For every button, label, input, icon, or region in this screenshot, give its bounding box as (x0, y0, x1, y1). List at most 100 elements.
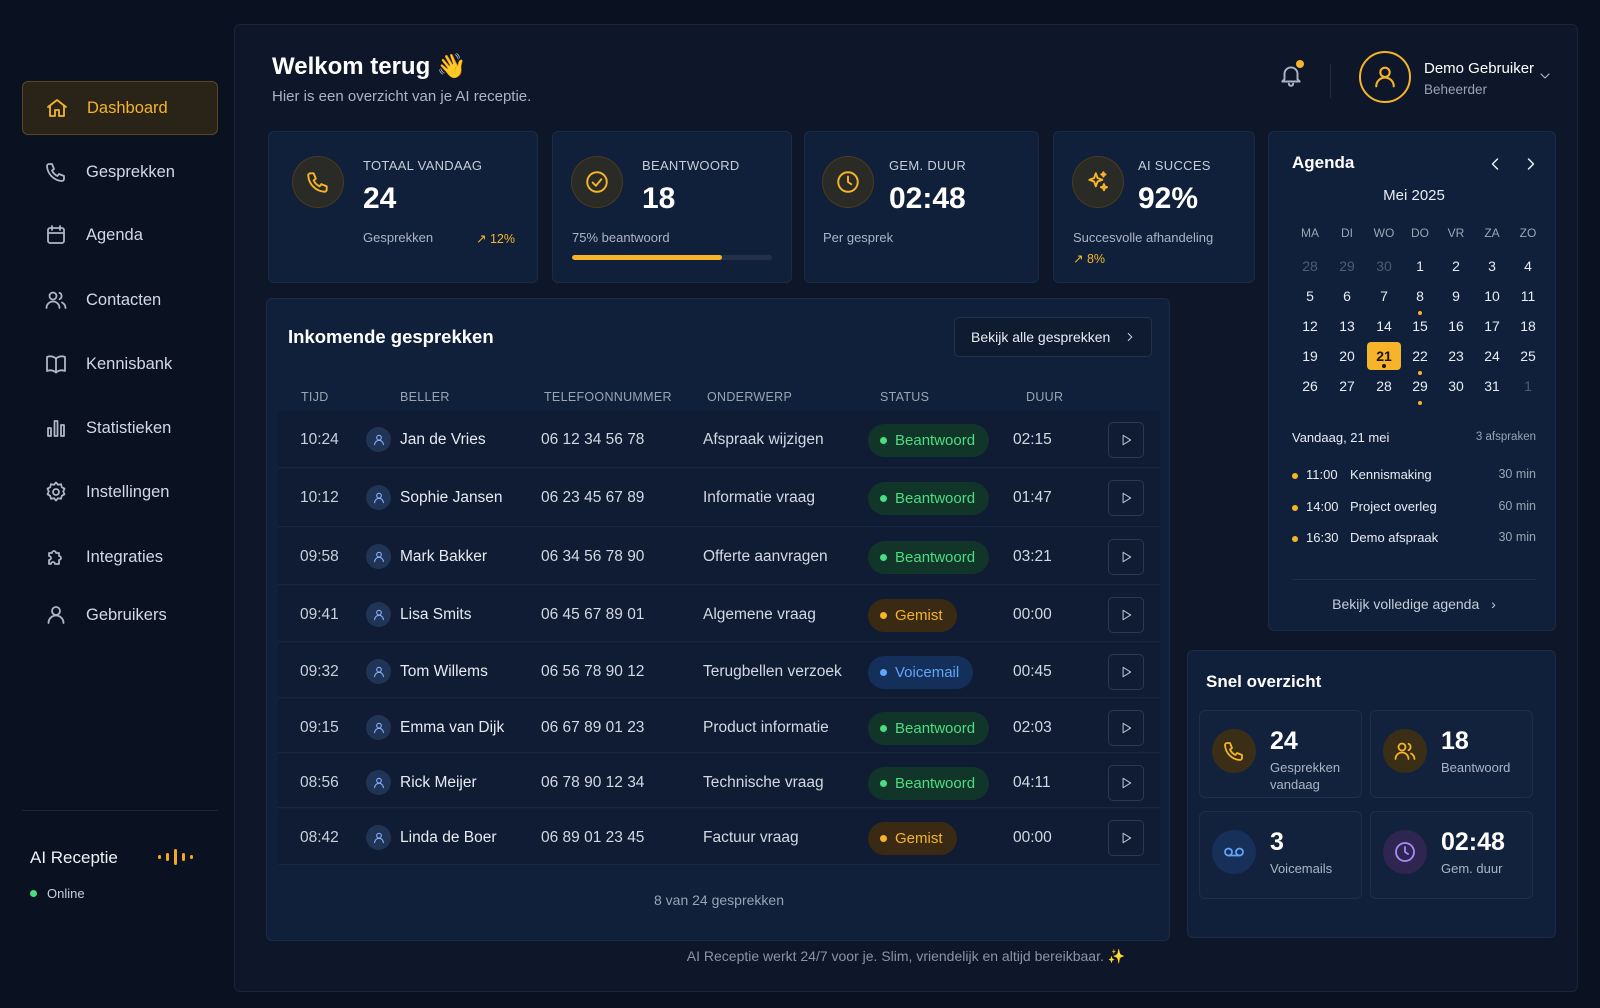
calendar-day[interactable]: 16 (1439, 312, 1473, 340)
caller-avatar-icon (366, 544, 391, 569)
chevron-right-icon[interactable] (1521, 154, 1541, 174)
day-number: 9 (1452, 288, 1460, 304)
calendar-day[interactable]: 29 (1403, 372, 1437, 405)
calendar-day[interactable]: 19 (1293, 342, 1327, 370)
appointment-item[interactable]: 16:30 Demo afspraak 30 min (1292, 530, 1536, 550)
call-time: 09:32 (300, 663, 339, 680)
table-row[interactable]: 08:42 Linda de Boer 06 89 01 23 45 Factuur … (278, 809, 1160, 865)
trend-up: ↗ 12% (476, 232, 515, 246)
agenda-today-label: Vandaag, 21 mei (1292, 430, 1390, 445)
status-badge: Beantwoord (868, 541, 990, 574)
sidebar-item-agenda[interactable]: Agenda (22, 208, 218, 262)
calendar-day[interactable]: 13 (1330, 312, 1364, 340)
table-row[interactable]: 09:15 Emma van Dijk 06 67 89 01 23 Product … (278, 699, 1160, 753)
caller-phone: 06 34 56 78 90 (541, 548, 645, 565)
quick-overview-tile[interactable]: 02:48 Gem. duur (1370, 811, 1533, 899)
play-button[interactable] (1108, 539, 1144, 575)
user-name[interactable]: Demo Gebruiker (1424, 60, 1535, 77)
view-full-agenda-link[interactable]: Bekijk volledige agenda › (1292, 596, 1536, 612)
calendar-day[interactable]: 31 (1475, 372, 1509, 400)
calendar-day[interactable]: 18 (1511, 312, 1545, 340)
calendar-day[interactable]: 26 (1293, 372, 1327, 400)
appointment-item[interactable]: 11:00 Kennismaking 30 min (1292, 467, 1536, 487)
sidebar-item-contacten[interactable]: Contacten (22, 273, 218, 327)
calendar-day[interactable]: 2 (1439, 252, 1473, 280)
calendar-day[interactable]: 4 (1511, 252, 1545, 280)
table-row[interactable]: 08:56 Rick Meijer 06 78 90 12 34 Technische… (278, 754, 1160, 808)
quick-overview-tile[interactable]: 24 Gesprekken vandaag (1199, 710, 1362, 798)
calendar-day[interactable]: 25 (1511, 342, 1545, 370)
chevron-down-icon[interactable] (1537, 68, 1553, 84)
play-button[interactable] (1108, 820, 1144, 856)
status-label: Voicemail (895, 664, 960, 681)
footer-text: AI Receptie werkt 24/7 voor je. Slim, vr… (686, 948, 1104, 964)
calendar-day[interactable]: 3 (1475, 252, 1509, 280)
sidebar-item-kennisbank[interactable]: Kennisbank (22, 337, 218, 391)
stat-card-ai-success (1053, 131, 1255, 283)
calendar-day[interactable]: 14 (1367, 312, 1401, 340)
calendar-day[interactable]: 20 (1330, 342, 1364, 370)
calendar-day[interactable]: 12 (1293, 312, 1327, 340)
play-button[interactable] (1108, 480, 1144, 516)
calendar-day[interactable]: 1 (1403, 252, 1437, 280)
chevron-left-icon[interactable] (1485, 154, 1505, 174)
sidebar-item-statistieken[interactable]: Statistieken (22, 401, 218, 455)
day-number: 1 (1416, 258, 1424, 274)
table-row[interactable]: 10:12 Sophie Jansen 06 23 45 67 89 Informat… (278, 469, 1160, 527)
bell-icon[interactable] (1278, 62, 1304, 88)
calendar-day[interactable]: 22 (1403, 342, 1437, 375)
play-button[interactable] (1108, 710, 1144, 746)
calendar-day[interactable]: 23 (1439, 342, 1473, 370)
play-button[interactable] (1108, 422, 1144, 458)
user-icon (47, 606, 65, 624)
calendar-day[interactable]: 8 (1403, 282, 1437, 315)
calendar-day[interactable]: 30 (1439, 372, 1473, 400)
sidebar-item-integraties[interactable]: Integraties (22, 530, 218, 584)
table-row[interactable]: 10:24 Jan de Vries 06 12 34 56 78 Afspraak … (278, 411, 1160, 468)
calendar-day[interactable]: 28 (1293, 252, 1327, 280)
sidebar-item-instellingen[interactable]: Instellingen (22, 465, 218, 519)
appointment-item[interactable]: 14:00 Project overleg 60 min (1292, 499, 1536, 519)
appointment-duration: 30 min (1498, 467, 1536, 481)
calendar-day[interactable]: 6 (1330, 282, 1364, 310)
caller-name: Tom Willems (400, 663, 488, 680)
calendar-day[interactable]: 1 (1511, 372, 1545, 400)
calendar-day[interactable]: 17 (1475, 312, 1509, 340)
play-button[interactable] (1108, 597, 1144, 633)
calendar-day[interactable]: 30 (1367, 252, 1401, 280)
agenda-month: Mei 2025 (1383, 187, 1445, 204)
sidebar-item-gebruikers[interactable]: Gebruikers (22, 588, 218, 642)
calendar-day[interactable]: 11 (1511, 282, 1545, 310)
quick-overview-tile[interactable]: 18 Beantwoord (1370, 710, 1533, 798)
calendar-day[interactable]: 5 (1293, 282, 1327, 310)
quick-overview-tile[interactable]: 3 Voicemails (1199, 811, 1362, 899)
bar-chart-icon (47, 420, 65, 437)
gear-icon (46, 481, 66, 502)
calendar-day[interactable]: 21 (1367, 342, 1401, 370)
calendar-day[interactable]: 24 (1475, 342, 1509, 370)
appointment-title: Project overleg (1350, 499, 1437, 514)
play-button[interactable] (1108, 765, 1144, 801)
chevron-right-icon: › (1491, 596, 1496, 612)
avatar[interactable] (1359, 51, 1411, 103)
table-row[interactable]: 09:41 Lisa Smits 06 45 67 89 01 Algemene vr… (278, 586, 1160, 642)
caller-name: Mark Bakker (400, 548, 487, 565)
calendar-day[interactable]: 27 (1330, 372, 1364, 400)
view-all-calls-button[interactable]: Bekijk alle gesprekken (954, 317, 1152, 357)
sidebar-item-dashboard[interactable]: Dashboard (22, 81, 218, 135)
calendar-day[interactable]: 7 (1367, 282, 1401, 310)
quick-label: Gesprekken vandaag (1270, 760, 1341, 792)
chevron-right-icon (1127, 332, 1133, 342)
calendar-day[interactable]: 10 (1475, 282, 1509, 310)
sidebar-item-label: Contacten (86, 290, 162, 309)
calendar-day[interactable]: 29 (1330, 252, 1364, 280)
call-duration: 04:11 (1013, 774, 1051, 791)
calendar-day[interactable]: 15 (1403, 312, 1437, 340)
calendar-day[interactable]: 28 (1367, 372, 1401, 400)
day-number: 23 (1448, 348, 1464, 364)
play-button[interactable] (1108, 654, 1144, 690)
sidebar-item-gesprekken[interactable]: Gesprekken (22, 145, 218, 199)
calendar-day[interactable]: 9 (1439, 282, 1473, 310)
table-row[interactable]: 09:58 Mark Bakker 06 34 56 78 90 Offerte aa… (278, 528, 1160, 585)
table-row[interactable]: 09:32 Tom Willems 06 56 78 90 12 Terugbelle… (278, 643, 1160, 698)
